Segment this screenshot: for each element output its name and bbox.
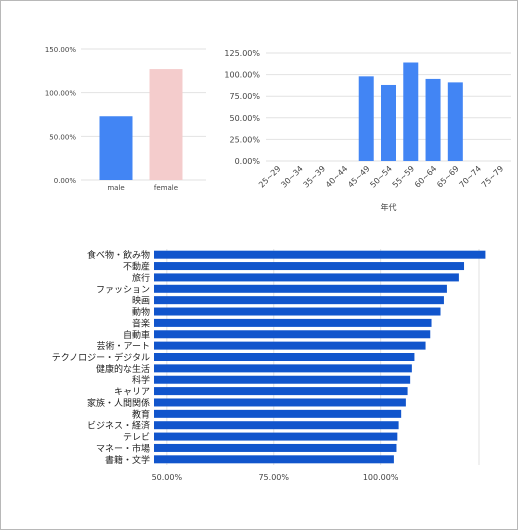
chart3-bar (154, 307, 441, 316)
chart3-category-label: 芸術・アート (97, 340, 150, 352)
chart1-bar-male (99, 116, 133, 180)
chart1-y-tick-label: 100.00% (45, 90, 76, 98)
chart3-category-label: 自動車 (123, 329, 150, 341)
chart2-y-tick-label: 0.00% (235, 157, 261, 166)
chart1-y-tick-label: 50.00% (49, 133, 76, 141)
chart2-x-tick-label: 25~29 (257, 164, 283, 190)
chart1-y-tick-label: 150.00% (45, 46, 76, 54)
chart3-bar (154, 262, 465, 271)
chart2-x-tick-label: 70~74 (458, 164, 484, 190)
chart3-category-label: 家族・人間関係 (87, 397, 150, 409)
chart2-x-tick-label: 45~49 (346, 164, 372, 190)
chart2-y-tick-label: 125.00% (224, 49, 260, 58)
chart2-x-tick-label: 65~69 (435, 164, 461, 190)
chart3-x-tick-label: 50.00% (152, 473, 183, 482)
chart2-x-tick-label: 40~44 (324, 164, 350, 190)
chart3-category-label: 食べ物・飲み物 (87, 249, 150, 261)
chart3-category-label: 映画 (132, 295, 150, 307)
chart2-x-tick-label: 55~59 (391, 164, 417, 190)
chart3-bar (154, 250, 486, 259)
chart3-category-label: テレビ (123, 432, 150, 443)
chart3-category-label: テクノロジー・デジタル (52, 352, 150, 364)
chart3-bar (154, 318, 432, 327)
chart2-y-tick-label: 75.00% (229, 92, 260, 101)
chart2-x-tick-label: 75~79 (480, 164, 506, 190)
chart3-x-tick-label: 75.00% (258, 473, 289, 482)
chart2-y-tick-label: 25.00% (229, 135, 260, 144)
chart2-x-tick-label: 50~54 (368, 164, 394, 190)
chart3-bar (154, 443, 397, 452)
chart3-bar (154, 341, 426, 350)
chart2-bar-65~69 (447, 82, 463, 161)
chart3-bar (154, 375, 411, 384)
chart3-bar (154, 284, 447, 293)
chart3-bar (154, 421, 399, 430)
chart3-category-label: 音楽 (132, 317, 150, 329)
chart2-x-tick-label: 35~39 (302, 164, 328, 190)
chart3-bar (154, 330, 431, 339)
chart3-category-label: ビジネス・経済 (87, 420, 150, 432)
chart3-bar (154, 273, 459, 282)
chart3-category-label: 書籍・文学 (105, 454, 150, 466)
chart3-category-label: 健康的な生活 (96, 363, 150, 375)
chart3-category-label: ファッション (96, 285, 150, 295)
chart3-bar (154, 387, 408, 396)
chart2-y-tick-label: 50.00% (229, 114, 260, 123)
chart2-y-tick-label: 100.00% (224, 71, 260, 80)
chart3-bar (154, 353, 415, 361)
chart1-y-tick-label: 0.00% (54, 177, 77, 185)
chart2-bar-60~64 (425, 78, 441, 161)
chart3-category-label: 不動産 (123, 261, 150, 273)
chart3-category-label: 科学 (132, 374, 150, 386)
chart1-x-tick-label: female (154, 184, 178, 192)
chart2-x-tick-label: 30~34 (279, 164, 305, 190)
chart1-bar-female (149, 69, 183, 180)
chart2-x-tick-label: 60~64 (413, 164, 439, 190)
chart3-bar (154, 398, 406, 407)
chart3-bar (154, 409, 402, 418)
chart1-x-tick-label: male (107, 184, 124, 192)
chart3-category-label: 旅行 (132, 272, 150, 284)
chart2-x-axis-label: 年代 (381, 202, 397, 212)
chart3-category-label: キャリア (114, 388, 150, 398)
chart3-category-label: 動物 (132, 306, 150, 318)
chart3-bar (154, 296, 444, 305)
chart3-bar (154, 432, 398, 441)
chart2-bar-45~49 (358, 76, 374, 161)
chart3-category-label: 教育 (132, 408, 150, 420)
chart2-bar-55~59 (403, 62, 419, 162)
chart3-bar (154, 455, 394, 464)
chart3-category-label: マネー・市場 (96, 442, 150, 454)
chart2-bar-50~54 (381, 84, 396, 161)
chart3-x-tick-label: 100.00% (363, 473, 399, 482)
chart3-bar (154, 364, 412, 373)
